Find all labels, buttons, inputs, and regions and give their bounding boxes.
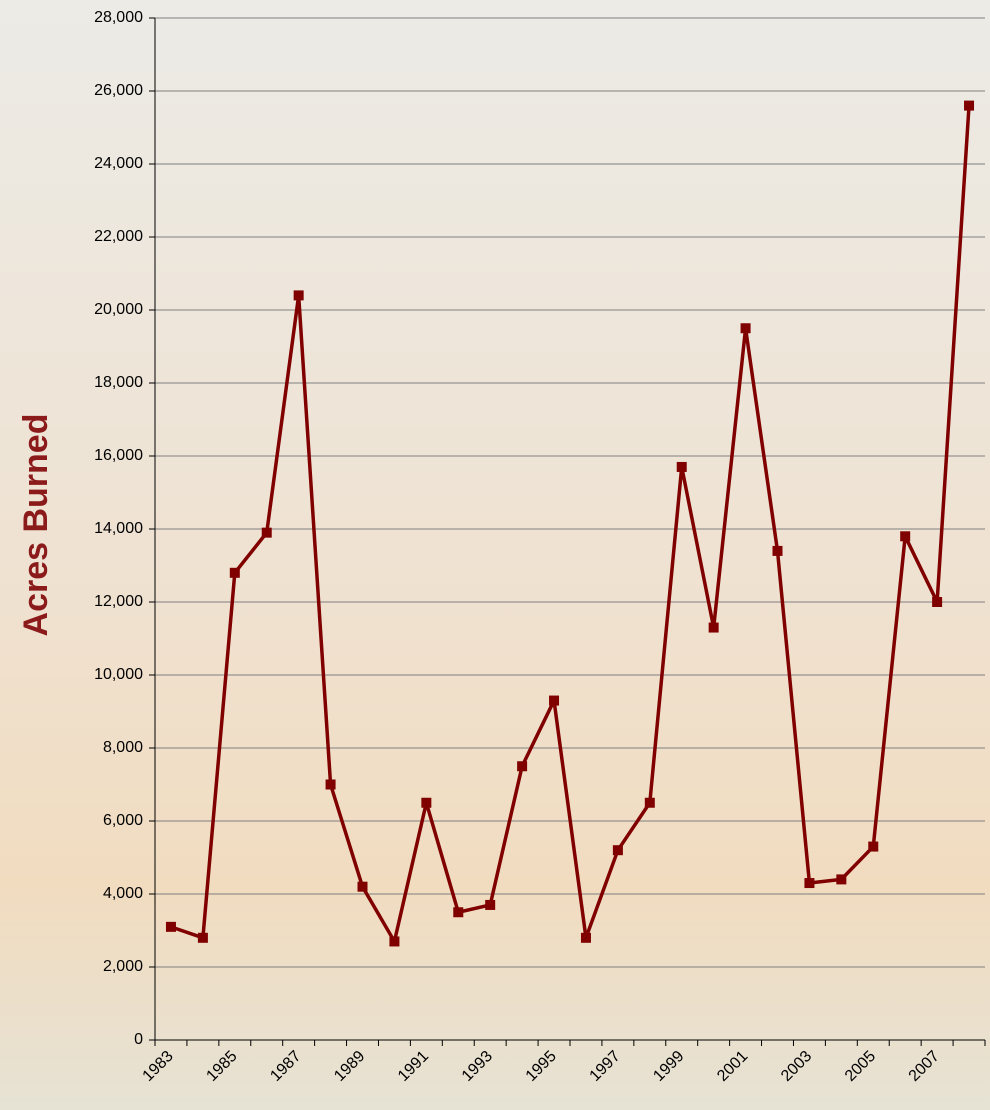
data-point	[357, 881, 368, 892]
y-tick-label: 10,000	[94, 666, 143, 683]
data-point	[485, 899, 496, 910]
y-tick-label: 24,000	[94, 155, 143, 172]
data-point	[325, 779, 336, 790]
data-point	[900, 531, 911, 542]
data-point	[261, 527, 272, 538]
data-point	[453, 907, 464, 918]
data-point	[421, 797, 432, 808]
data-point	[868, 841, 879, 852]
y-tick-label: 18,000	[94, 374, 143, 391]
y-tick-label: 4,000	[103, 885, 143, 902]
data-point	[549, 695, 560, 706]
y-tick-label: 0	[134, 1031, 143, 1048]
y-tick-label: 14,000	[94, 520, 143, 537]
y-tick-label: 28,000	[94, 9, 143, 26]
data-point	[197, 932, 208, 943]
data-point	[772, 545, 783, 556]
y-tick-label: 16,000	[94, 447, 143, 464]
data-point	[836, 874, 847, 885]
data-point	[165, 921, 176, 932]
data-point	[644, 797, 655, 808]
data-point	[389, 936, 400, 947]
y-tick-label: 8,000	[103, 739, 143, 756]
y-tick-label: 12,000	[94, 593, 143, 610]
y-tick-label: 26,000	[94, 82, 143, 99]
data-point	[708, 622, 719, 633]
y-axis-label: Acres Burned	[17, 414, 55, 637]
data-point	[517, 761, 528, 772]
y-tick-label: 22,000	[94, 228, 143, 245]
data-point	[804, 878, 815, 889]
y-tick-label: 6,000	[103, 812, 143, 829]
y-tick-label: 20,000	[94, 301, 143, 318]
data-point	[676, 461, 687, 472]
data-point	[964, 100, 975, 111]
data-point	[932, 597, 943, 607]
data-point	[229, 567, 240, 578]
data-point	[740, 323, 751, 334]
data-line	[170, 105, 971, 944]
data-point	[612, 845, 623, 856]
y-tick-label: 2,000	[103, 958, 143, 975]
data-point	[580, 932, 591, 943]
data-point	[293, 290, 304, 301]
